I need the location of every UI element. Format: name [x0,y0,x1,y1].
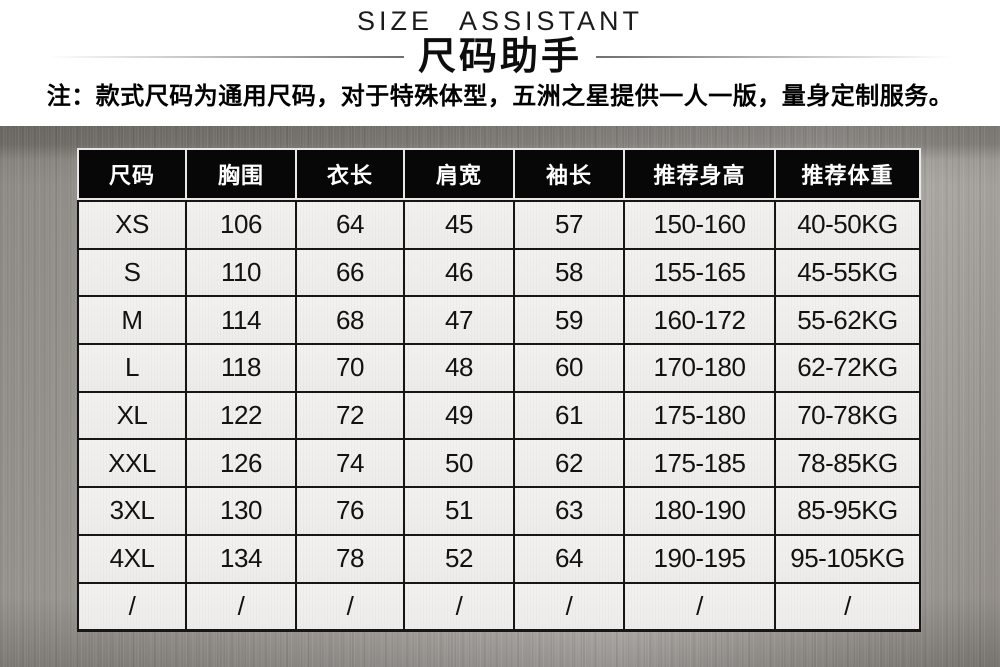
table-cell: 126 [187,440,295,487]
table-cell: / [776,583,919,630]
size-table: 尺码 胸围 衣长 肩宽 袖长 推荐身高 推荐体重 XS 106 64 45 57 150-160 40-… [77,148,921,633]
table-cell: 110 [187,249,295,296]
table-cell: 47 [405,297,513,344]
table-cell: M [79,297,185,344]
table-cell: 78-85KG [776,440,919,487]
table-cell: 106 [187,202,295,248]
table-cell: 49 [405,392,513,439]
table-cell: 50 [405,440,513,487]
table-cell: 40-50KG [776,202,919,248]
table-cell: XS [79,202,185,248]
size-table-header: 尺码 胸围 衣长 肩宽 袖长 推荐身高 推荐体重 [77,148,921,200]
table-cell: / [515,583,623,630]
table-cell: 170-180 [625,345,774,391]
table-cell: L [79,345,185,391]
table-cell: 51 [405,488,513,534]
table-cell: 74 [297,440,403,487]
table-cell: 61 [515,392,623,439]
title-section: SIZE ASSISTANT 尺码助手 注：款式尺码为通用尺码，对于特殊体型，五… [0,0,1000,126]
table-cell: 134 [187,535,295,582]
table-cell: 46 [405,249,513,296]
table-cell: XL [79,392,185,439]
table-cell: / [297,583,403,630]
table-cell: 3XL [79,488,185,534]
table-cell: 64 [297,202,403,248]
table-cell: 72 [297,392,403,439]
page-title-row: 尺码助手 [0,36,1000,78]
size-table-body: XS 106 64 45 57 150-160 40-50KG S 110 66 46 58 155-1… [77,200,921,633]
table-cell: 68 [297,297,403,344]
table-cell: 64 [515,535,623,582]
table-cell: 150-160 [625,202,774,248]
table-cell: 66 [297,249,403,296]
table-cell: 4XL [79,535,185,582]
divider-line-left [47,56,404,58]
table-cell: / [79,583,185,630]
header-cell: 推荐身高 [625,150,774,198]
page-title-english: SIZE ASSISTANT [356,6,644,36]
header-cell: 推荐体重 [776,150,919,198]
table-cell: 175-180 [625,392,774,439]
table-cell: 45-55KG [776,249,919,296]
size-note: 注：款式尺码为通用尺码，对于特殊体型，五洲之星提供一人一版，量身定制服务。 [46,84,954,110]
table-cell: XXL [79,440,185,487]
table-cell: 85-95KG [776,488,919,534]
table-cell: 70-78KG [776,392,919,439]
header-cell: 胸围 [187,150,295,198]
header-cell: 袖长 [515,150,623,198]
table-cell: 175-185 [625,440,774,487]
table-cell: / [405,583,513,630]
table-cell: 122 [187,392,295,439]
table-cell: 118 [187,345,295,391]
table-cell: 63 [515,488,623,534]
table-cell: 52 [405,535,513,582]
table-cell: 114 [187,297,295,344]
table-cell: 95-105KG [776,535,919,582]
table-cell: 78 [297,535,403,582]
table-cell: 55-62KG [776,297,919,344]
table-cell: 58 [515,249,623,296]
table-cell: 160-172 [625,297,774,344]
table-cell: 155-165 [625,249,774,296]
header-cell: 衣长 [297,150,403,198]
header-cell: 肩宽 [405,150,513,198]
divider-line-right [596,56,952,58]
table-cell: 59 [515,297,623,344]
table-cell: 48 [405,345,513,391]
table-cell: 60 [515,345,623,391]
table-cell: 190-195 [625,535,774,582]
table-cell: 45 [405,202,513,248]
table-cell: / [187,583,295,630]
table-cell: 76 [297,488,403,534]
table-cell: 180-190 [625,488,774,534]
table-cell: 62 [515,440,623,487]
table-cell: 70 [297,345,403,391]
table-cell: 130 [187,488,295,534]
table-cell: 62-72KG [776,345,919,391]
header-cell: 尺码 [79,150,185,198]
table-cell: 57 [515,202,623,248]
page-title-chinese: 尺码助手 [417,36,582,78]
table-cell: S [79,249,185,296]
table-cell: / [625,583,774,630]
